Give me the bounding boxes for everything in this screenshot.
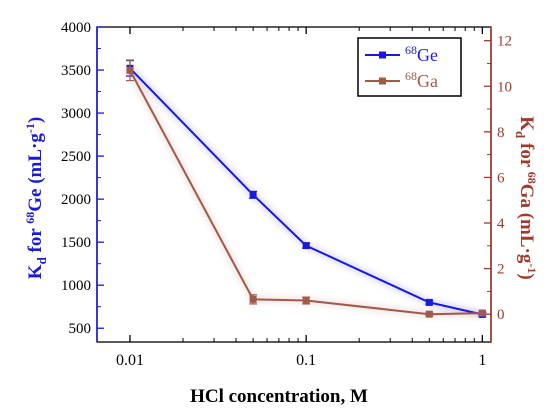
line-halo-layer <box>126 65 484 318</box>
data-point <box>425 298 433 306</box>
y-left-tick-label: 1500 <box>61 235 91 251</box>
data-point <box>302 242 310 250</box>
y-right-tick-label: 0 <box>497 307 505 323</box>
y-right-tick-label: 12 <box>497 34 512 50</box>
y-left-tick-label: 1000 <box>61 278 91 294</box>
legend-item-ga: 68Ga <box>365 69 438 91</box>
y-left-tick-label: 4000 <box>61 20 91 36</box>
y-left-tick-label: 3500 <box>61 63 91 79</box>
legend-label: 68Ga <box>405 69 438 91</box>
data-point <box>249 295 257 303</box>
series-1-halo <box>126 68 483 318</box>
x-tick-label: 0.01 <box>116 352 144 369</box>
legend-box <box>357 37 462 97</box>
series-ga <box>125 59 487 318</box>
x-axis: 0.01 0.1 1 <box>116 27 486 369</box>
y-axis-right: 0 2 4 6 8 10 12 <box>484 27 512 342</box>
series-ge <box>125 59 487 318</box>
y-right-tick-label: 10 <box>497 79 512 95</box>
y-left-tick-label: 2000 <box>61 192 91 208</box>
legend-label: 68Ge <box>405 43 438 65</box>
x-tick-label: 0.1 <box>296 352 316 369</box>
legend-item-ge: 68Ge <box>365 43 438 65</box>
series-line <box>129 69 483 316</box>
legend-swatch-marker <box>379 77 386 85</box>
series-layer <box>125 59 487 318</box>
data-point <box>478 309 486 317</box>
y-right-tick-label: 6 <box>497 170 505 186</box>
y-right-tick-label: 8 <box>497 125 505 141</box>
series-0-halo <box>127 65 484 318</box>
y-left-tick-label: 3000 <box>61 106 91 122</box>
data-point <box>249 191 257 199</box>
series-line <box>129 67 483 316</box>
y-left-tick-label: 2500 <box>61 149 91 165</box>
y-right-tick-label: 2 <box>497 262 505 278</box>
y-axis-left-label: Kd for 68Ge (mL·g-1) <box>23 117 49 279</box>
y-left-tick-label: 500 <box>69 321 92 337</box>
legend-swatch-marker <box>379 51 386 59</box>
y-axis-left: 500 1000 1500 2000 2500 3000 3500 4000 <box>61 20 104 342</box>
data-point <box>302 297 310 305</box>
data-point <box>126 66 134 74</box>
data-point <box>425 310 433 318</box>
x-axis-label: HCl concentration, M <box>190 386 368 407</box>
y-right-tick-label: 4 <box>497 216 505 232</box>
y-axis-right-label: Kd for 68Ga (mL·g-1) <box>513 116 539 279</box>
legend: 68Ge 68Ga <box>357 37 462 97</box>
x-tick-label: 1 <box>478 352 486 369</box>
